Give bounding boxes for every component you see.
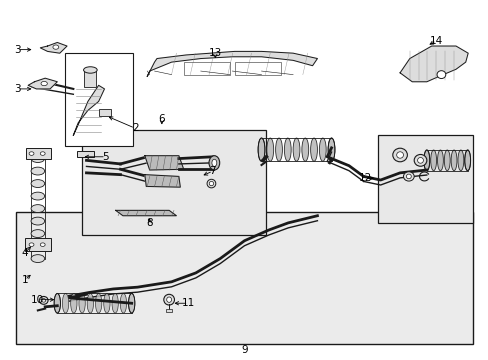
Bar xyxy=(234,62,281,75)
Ellipse shape xyxy=(128,293,135,313)
Polygon shape xyxy=(73,85,104,135)
Ellipse shape xyxy=(208,156,219,170)
Ellipse shape xyxy=(284,138,290,161)
Ellipse shape xyxy=(310,138,317,161)
Text: 3: 3 xyxy=(14,45,20,55)
Ellipse shape xyxy=(396,152,403,158)
Bar xyxy=(16,212,472,344)
Ellipse shape xyxy=(120,293,126,313)
Text: 13: 13 xyxy=(208,48,222,58)
Ellipse shape xyxy=(29,243,34,247)
Ellipse shape xyxy=(79,293,85,313)
Text: 1: 1 xyxy=(21,275,28,285)
Bar xyxy=(84,71,96,87)
Ellipse shape xyxy=(31,192,44,200)
Bar xyxy=(77,151,94,157)
Bar xyxy=(377,135,472,223)
Ellipse shape xyxy=(301,138,308,161)
Ellipse shape xyxy=(292,138,299,161)
Ellipse shape xyxy=(39,296,48,304)
Ellipse shape xyxy=(166,297,171,302)
Ellipse shape xyxy=(327,138,334,161)
Bar xyxy=(64,53,132,146)
Ellipse shape xyxy=(112,293,118,313)
Ellipse shape xyxy=(41,298,45,302)
Ellipse shape xyxy=(319,138,325,161)
Text: 2: 2 xyxy=(132,123,138,133)
Polygon shape xyxy=(144,175,180,187)
Ellipse shape xyxy=(31,242,44,250)
Ellipse shape xyxy=(41,81,47,86)
Ellipse shape xyxy=(436,71,445,78)
Ellipse shape xyxy=(62,293,69,313)
Ellipse shape xyxy=(266,138,273,161)
Ellipse shape xyxy=(54,293,61,313)
Ellipse shape xyxy=(444,150,449,171)
Bar xyxy=(25,238,51,251)
Ellipse shape xyxy=(392,148,407,162)
Ellipse shape xyxy=(95,293,102,313)
Polygon shape xyxy=(40,42,67,53)
Ellipse shape xyxy=(31,167,44,175)
Ellipse shape xyxy=(31,217,44,225)
Ellipse shape xyxy=(457,150,463,171)
Ellipse shape xyxy=(464,150,469,171)
Bar xyxy=(81,130,266,235)
Polygon shape xyxy=(116,210,176,216)
Ellipse shape xyxy=(83,67,97,73)
Ellipse shape xyxy=(31,155,44,162)
Ellipse shape xyxy=(87,293,93,313)
Text: 5: 5 xyxy=(102,152,109,162)
Ellipse shape xyxy=(437,150,443,171)
Polygon shape xyxy=(147,51,317,76)
Bar xyxy=(183,62,229,75)
Polygon shape xyxy=(399,46,467,82)
Ellipse shape xyxy=(53,45,59,49)
Ellipse shape xyxy=(417,157,423,163)
Ellipse shape xyxy=(103,293,110,313)
Text: 10: 10 xyxy=(31,295,44,305)
Text: 3: 3 xyxy=(14,84,20,94)
Text: 4: 4 xyxy=(21,248,28,258)
Ellipse shape xyxy=(40,152,45,156)
Ellipse shape xyxy=(211,159,216,166)
Ellipse shape xyxy=(450,150,456,171)
Polygon shape xyxy=(28,78,57,89)
Bar xyxy=(166,309,172,312)
Ellipse shape xyxy=(406,174,410,179)
Ellipse shape xyxy=(430,150,436,171)
Text: 8: 8 xyxy=(146,218,153,228)
Ellipse shape xyxy=(71,293,77,313)
Ellipse shape xyxy=(258,138,264,161)
Ellipse shape xyxy=(31,230,44,238)
Ellipse shape xyxy=(163,294,174,305)
Ellipse shape xyxy=(275,138,282,161)
Ellipse shape xyxy=(40,243,45,247)
Ellipse shape xyxy=(209,181,213,186)
Ellipse shape xyxy=(31,180,44,188)
Ellipse shape xyxy=(31,255,44,262)
Ellipse shape xyxy=(423,150,429,171)
Bar xyxy=(26,148,51,159)
Text: 9: 9 xyxy=(241,345,247,355)
Ellipse shape xyxy=(413,154,426,166)
Polygon shape xyxy=(144,156,183,170)
Ellipse shape xyxy=(403,172,413,181)
Text: 12: 12 xyxy=(358,173,371,183)
Ellipse shape xyxy=(31,204,44,212)
Ellipse shape xyxy=(206,179,215,188)
Text: 11: 11 xyxy=(182,298,195,308)
Ellipse shape xyxy=(29,152,34,156)
Text: 14: 14 xyxy=(429,36,442,46)
Text: 6: 6 xyxy=(158,114,165,124)
Bar xyxy=(99,109,111,116)
Text: 7: 7 xyxy=(209,166,216,176)
